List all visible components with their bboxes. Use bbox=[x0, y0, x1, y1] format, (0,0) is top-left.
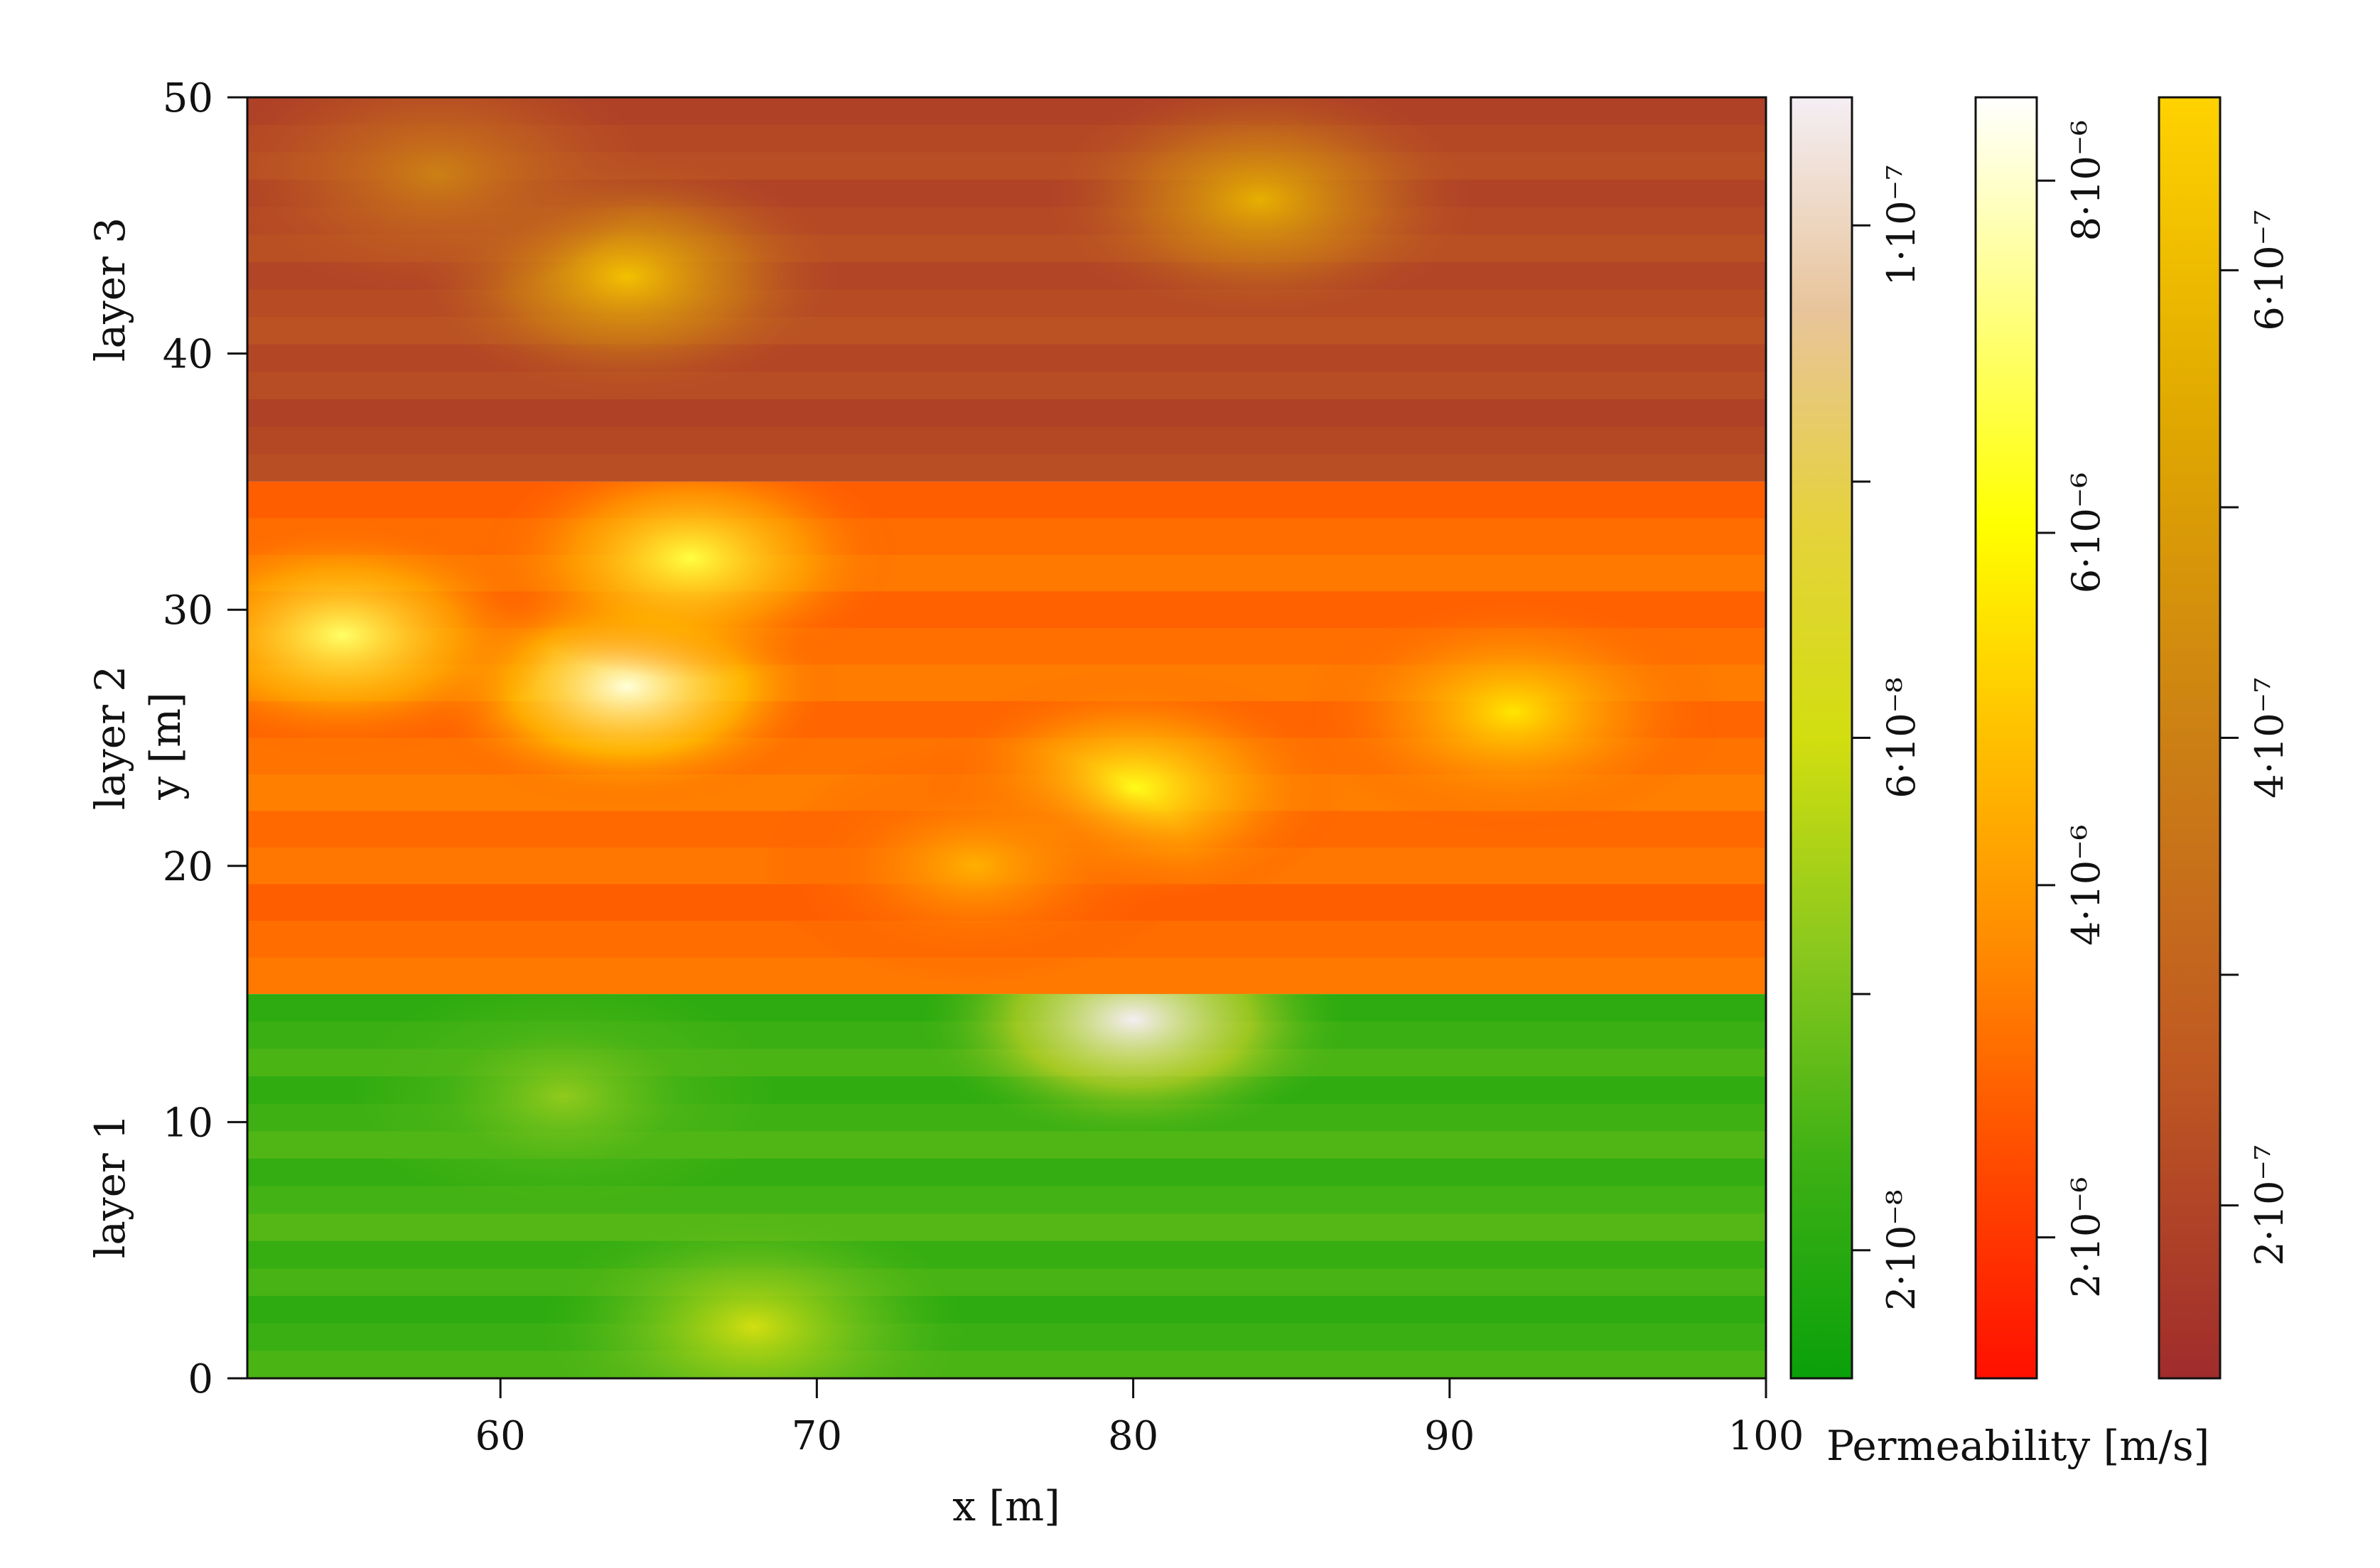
hotspot bbox=[350, 994, 777, 1218]
y-tick-label: 40 bbox=[163, 332, 213, 378]
hotspot bbox=[247, 97, 651, 296]
layer-label: layer 1 bbox=[86, 1114, 134, 1258]
plot-frame bbox=[246, 96, 1767, 1380]
y-tick-label: 50 bbox=[163, 75, 213, 121]
y-tick-label: 10 bbox=[163, 1100, 213, 1146]
colorbar-tick-label: 4·10⁻⁷ bbox=[2247, 677, 2292, 798]
hotspot bbox=[477, 481, 904, 680]
layer-label: layer 2 bbox=[86, 666, 134, 810]
layer-band-3 bbox=[247, 97, 1766, 482]
legend-title: Permeability [m/s] bbox=[1826, 1422, 2209, 1470]
colorbar-tick-label: 8·10⁻⁶ bbox=[2064, 120, 2109, 241]
layer-labels: layer 1 layer 2 layer 3 bbox=[86, 217, 134, 1258]
colorbar-tick-label: 2·10⁻⁷ bbox=[2247, 1145, 2292, 1265]
x-tick-label: 60 bbox=[475, 1413, 526, 1459]
x-tick-label: 80 bbox=[1108, 1413, 1158, 1459]
colorbar-tick-label: 1·10⁻⁷ bbox=[1879, 165, 1924, 286]
hotspot bbox=[1046, 97, 1473, 321]
colorbar-tick-label: 6·10⁻⁷ bbox=[2247, 210, 2292, 330]
y-tick-label: 0 bbox=[188, 1356, 213, 1402]
x-axis-label: x [m] bbox=[952, 1482, 1060, 1530]
heatmap-field bbox=[247, 97, 1766, 1378]
y-axis-label: y [m] bbox=[141, 692, 190, 800]
colorbar-2 bbox=[1974, 96, 2038, 1380]
x-tick-label: 90 bbox=[1424, 1413, 1475, 1459]
hotspot bbox=[1299, 591, 1726, 833]
colorbar-1 bbox=[1789, 96, 1853, 1380]
x-tick-label: 70 bbox=[792, 1413, 842, 1459]
hotspot bbox=[920, 994, 1347, 1141]
colorbar-tick-label: 4·10⁻⁶ bbox=[2064, 825, 2109, 946]
hotspot bbox=[540, 1206, 967, 1378]
colorbar-tick-label: 6·10⁻⁸ bbox=[1879, 677, 1924, 798]
y-tick-label: 20 bbox=[163, 844, 213, 890]
hotspot bbox=[761, 745, 1188, 987]
layer-band-2 bbox=[247, 481, 1766, 995]
colorbar-tick-label: 2·10⁻⁶ bbox=[2064, 1177, 2109, 1297]
colorbar-tick-label: 6·10⁻⁶ bbox=[2064, 472, 2109, 593]
layer-label: layer 3 bbox=[86, 217, 134, 362]
axes: 60 70 80 90 100 0 10 20 30 40 50 bbox=[163, 75, 1804, 1459]
layer-band-1 bbox=[247, 994, 1766, 1378]
x-tick-label: 100 bbox=[1728, 1413, 1804, 1459]
hotspot bbox=[247, 514, 556, 757]
colorbars: 2·10⁻⁸ 6·10⁻⁸ 1·10⁻⁷ 2·10⁻⁶ 4·10⁻⁶ 6·10⁻⁶ 8·10… bbox=[1789, 96, 2292, 1380]
colorbar-3 bbox=[2158, 96, 2222, 1380]
colorbar-tick-label: 2·10⁻⁸ bbox=[1879, 1190, 1924, 1311]
y-tick-label: 30 bbox=[163, 588, 213, 634]
